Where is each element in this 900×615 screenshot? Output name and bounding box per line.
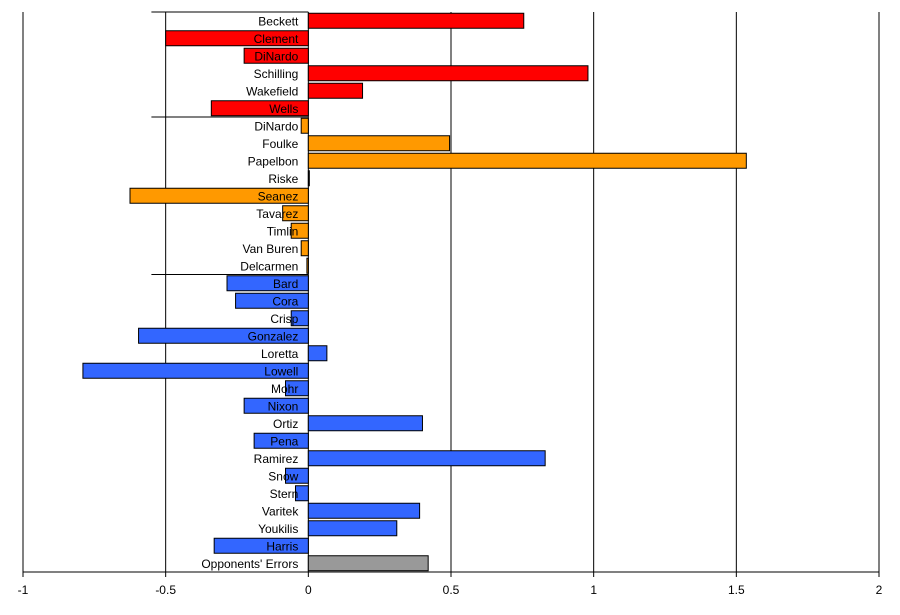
category-label-28: Varitek — [262, 504, 299, 518]
bar-6 — [300, 117, 309, 134]
category-label-18: Gonzalez — [248, 329, 299, 343]
category-label-3: Schilling — [254, 67, 299, 81]
bar-21 — [285, 380, 309, 397]
category-label-19: Loretta — [261, 347, 299, 361]
bar-25 — [307, 450, 546, 467]
category-label-22: Nixon — [268, 399, 299, 413]
bar-24 — [253, 432, 309, 449]
bar-27 — [294, 485, 309, 502]
bar-15 — [226, 275, 309, 292]
bar-4 — [307, 82, 364, 99]
category-label-23: Ortiz — [273, 417, 298, 431]
bar-16 — [235, 292, 309, 309]
category-label-0: Beckett — [258, 14, 299, 28]
x-tick-label-0: -1 — [18, 583, 29, 597]
category-label-4: Wakefield — [246, 84, 298, 98]
bar-3 — [307, 65, 589, 82]
category-label-14: Delcarmen — [240, 259, 298, 273]
x-axis: -1 -0.5 0 0.5 1 1.5 2 — [18, 571, 883, 597]
category-label-13: Van Buren — [243, 242, 299, 256]
bar-12 — [290, 222, 309, 239]
bar-0 — [307, 12, 525, 29]
category-label-6: DiNardo — [254, 119, 298, 133]
category-label-10: Seanez — [258, 189, 299, 203]
category-label-7: Foulke — [262, 137, 298, 151]
category-label-26: Snow — [268, 469, 298, 483]
category-label-29: Youkilis — [258, 522, 298, 536]
bar-26 — [285, 467, 309, 484]
category-label-2: DiNardo — [254, 49, 298, 63]
bar-31 — [307, 555, 429, 572]
bar-13 — [300, 240, 309, 257]
category-label-20: Lowell — [264, 364, 298, 378]
category-label-21: Mohr — [271, 382, 298, 396]
category-label-9: Riske — [268, 172, 298, 186]
gridlines — [22, 12, 880, 572]
bar-22 — [243, 397, 309, 414]
x-tick-label-6: 2 — [876, 583, 883, 597]
bar-2 — [243, 47, 309, 64]
bar-23 — [307, 415, 423, 432]
bar-28 — [307, 502, 421, 519]
category-label-16: Cora — [272, 294, 298, 308]
category-label-30: Harris — [266, 539, 298, 553]
category-label-24: Pena — [270, 434, 298, 448]
bar-30 — [213, 537, 309, 554]
x-tick-label-5: 1.5 — [728, 583, 745, 597]
category-label-12: Timlin — [267, 224, 299, 238]
bar-11 — [282, 205, 309, 222]
bar-9 — [307, 170, 310, 187]
bar-1 — [165, 30, 309, 47]
x-tick-label-1: -0.5 — [155, 583, 176, 597]
category-label-27: Stern — [270, 487, 299, 501]
category-label-15: Bard — [273, 277, 298, 291]
category-labels: Beckett Clement DiNardo Schilling Wakefield W… — [201, 14, 299, 571]
x-tick-label-3: 0.5 — [443, 583, 460, 597]
bar-20 — [82, 362, 309, 379]
category-label-25: Ramirez — [254, 452, 299, 466]
category-label-1: Clement — [254, 32, 299, 46]
bar-14 — [306, 257, 309, 274]
bar-19 — [307, 345, 328, 362]
bars — [82, 12, 747, 572]
category-label-17: Crisp — [270, 312, 298, 326]
category-label-8: Papelbon — [248, 154, 299, 168]
bar-10 — [129, 187, 309, 204]
category-label-31: Opponents' Errors — [201, 557, 298, 571]
bar-5 — [210, 100, 309, 117]
bar-18 — [138, 327, 309, 344]
bar-7 — [307, 135, 451, 152]
category-label-11: Tavarez — [256, 207, 298, 221]
bar-17 — [290, 310, 309, 327]
bar-8 — [307, 152, 747, 169]
category-label-5: Wells — [269, 102, 298, 116]
bar-29 — [307, 520, 398, 537]
x-tick-label-2: 0 — [305, 583, 312, 597]
x-tick-label-4: 1 — [590, 583, 597, 597]
